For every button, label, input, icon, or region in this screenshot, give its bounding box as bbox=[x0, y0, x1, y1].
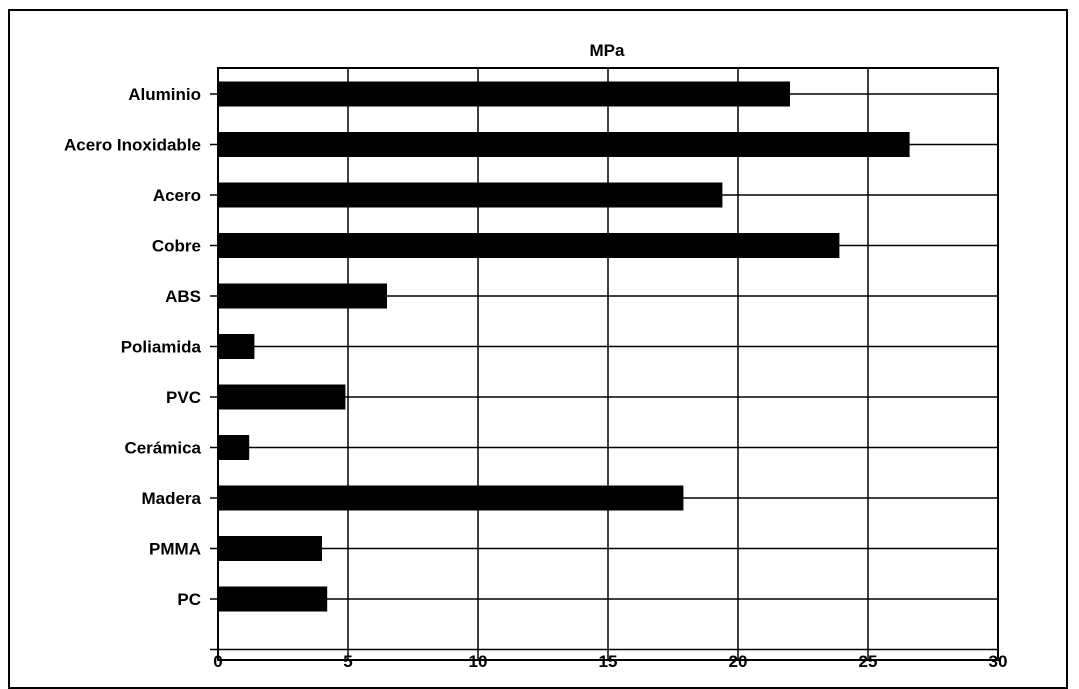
category-labels: Aluminio Acero Inoxidable Acero Cobre ABS Pol… bbox=[64, 85, 202, 609]
category-label: PVC bbox=[166, 388, 201, 407]
category-label: PMMA bbox=[149, 540, 201, 559]
category-label: Acero bbox=[153, 186, 201, 205]
x-tick-label: 10 bbox=[469, 652, 488, 671]
category-label: Poliamida bbox=[121, 338, 202, 357]
chart-frame bbox=[8, 9, 1068, 689]
bar bbox=[218, 485, 684, 511]
bar bbox=[218, 536, 322, 561]
bar-chart: MPa Aluminio Acero Inoxidable Acero Cobre AB… bbox=[64, 41, 1007, 671]
x-tick-label: 30 bbox=[989, 652, 1008, 671]
bar bbox=[218, 283, 387, 309]
chart-title: MPa bbox=[590, 41, 626, 60]
bar bbox=[218, 233, 840, 258]
bar bbox=[218, 132, 910, 157]
x-tick-label: 20 bbox=[729, 652, 748, 671]
x-tick-label: 25 bbox=[859, 652, 878, 671]
category-label: ABS bbox=[165, 287, 201, 306]
x-tick-label: 5 bbox=[343, 652, 352, 671]
category-label: Cerámica bbox=[124, 439, 201, 458]
x-tick-labels: 0 5 10 15 20 25 30 bbox=[213, 652, 1007, 671]
bar bbox=[218, 586, 328, 612]
plot-area-border bbox=[217, 67, 999, 661]
category-label: PC bbox=[177, 590, 201, 609]
x-tick-label: 0 bbox=[213, 652, 222, 671]
category-label: Cobre bbox=[152, 237, 201, 256]
bar bbox=[218, 81, 790, 107]
bars bbox=[218, 81, 910, 612]
category-label: Madera bbox=[141, 489, 201, 508]
bar bbox=[218, 384, 346, 410]
category-label: Acero Inoxidable bbox=[64, 136, 201, 155]
x-tick-label: 15 bbox=[599, 652, 618, 671]
bar bbox=[218, 334, 255, 359]
bar bbox=[218, 435, 250, 460]
bar bbox=[218, 182, 723, 208]
category-label: Aluminio bbox=[128, 85, 201, 104]
